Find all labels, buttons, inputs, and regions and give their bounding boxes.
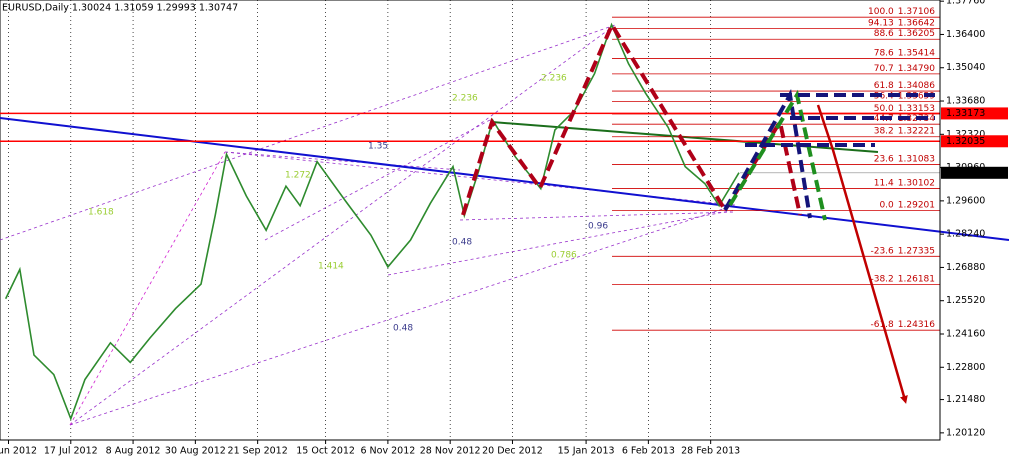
y-tick-label: 1.33680 <box>946 96 985 107</box>
y-tick-label: 1.36400 <box>946 29 985 40</box>
x-tick-label: 15 Jan 2013 <box>558 446 615 457</box>
fib-price: 1.36642 <box>898 18 935 28</box>
fib-percent: 88.6 <box>874 29 894 39</box>
fib-percent: 61.8 <box>874 81 894 91</box>
current-price-label: 1.30747 <box>946 167 985 178</box>
pitchfork-lines <box>0 24 736 426</box>
y-tick-label: 1.24160 <box>946 328 985 339</box>
x-tick-label: 30 Aug 2012 <box>165 446 226 457</box>
price-tag <box>941 107 1008 120</box>
fib-percent: 23.6 <box>874 154 894 164</box>
price-tag <box>941 135 1008 148</box>
fib-label: 88.6 1.36205 <box>874 29 935 39</box>
fib-price: 1.34790 <box>898 63 935 73</box>
current-price-tag <box>941 166 1008 179</box>
x-tick-label: 28 Feb 2013 <box>681 446 740 457</box>
fib-label: 50.0 1.33153 <box>874 103 935 113</box>
y-tick-label: 1.32320 <box>946 129 985 140</box>
price-tag-label: 1.32035 <box>946 136 985 147</box>
x-tick-label: 6 Nov 2012 <box>360 446 415 457</box>
fib-percent: -38.2 <box>870 274 893 284</box>
fib-price: 1.27335 <box>898 246 935 256</box>
fib-price: 1.37106 <box>898 7 935 17</box>
fib-percent: 11.4 <box>874 178 894 188</box>
annotation: 2.236 <box>452 94 478 104</box>
fib-label: 0.0 1.29201 <box>879 200 935 210</box>
grid <box>8 0 712 440</box>
fib-price: 1.29201 <box>898 200 935 210</box>
fib-price: 1.35414 <box>898 48 935 58</box>
fib-percent: 0.0 <box>879 200 894 210</box>
fib-percent: 50.0 <box>874 103 894 113</box>
x-tick-label: 21 Sep 2012 <box>228 446 288 457</box>
fib-label: -61.8 1.24316 <box>870 320 935 330</box>
annotation: 2.236 <box>541 74 567 84</box>
fib-price: 1.33153 <box>898 103 935 113</box>
trend-line <box>0 117 1009 241</box>
price-line-series <box>4 22 740 421</box>
y-tick-label: 1.20120 <box>946 427 985 438</box>
fib-percent: -23.6 <box>870 246 894 256</box>
projection-arrow <box>816 104 908 404</box>
x-tick-label: 20 Dec 2012 <box>482 446 543 457</box>
fib-label: 94.13 1.36642 <box>868 18 935 28</box>
y-tick-label: 1.26880 <box>946 262 985 273</box>
x-tick-label: 25 Jun 2012 <box>0 446 37 457</box>
fib-percent: 56.4 <box>874 91 894 101</box>
fib-label: -38.2 1.26181 <box>870 274 935 284</box>
x-tick-label: 28 Nov 2012 <box>420 446 481 457</box>
annotation: 0.96 <box>588 222 608 232</box>
fib-price: 1.31083 <box>898 154 935 164</box>
y-tick-label: 1.22800 <box>946 362 985 373</box>
x-tick-label: 6 Feb 2013 <box>622 446 675 457</box>
x-tick-label: 17 Jul 2012 <box>44 446 98 457</box>
fib-percent: 70.7 <box>874 63 894 73</box>
fib-price: 1.34086 <box>898 81 935 91</box>
annotation: 1.414 <box>318 262 344 272</box>
series <box>0 22 940 421</box>
fib-price: 1.24316 <box>898 320 935 330</box>
annotation: 1.35 <box>368 142 388 152</box>
fib-label: -23.6 1.27335 <box>870 246 935 256</box>
x-tick-label: 15 Oct 2012 <box>296 446 355 457</box>
fib-price: 1.32221 <box>898 126 935 136</box>
y-tick-label: 1.35040 <box>946 62 985 73</box>
y-tick-label: 1.28240 <box>946 229 985 240</box>
annotation: 0.48 <box>393 324 413 334</box>
y-tick-label: 1.37760 <box>946 0 985 7</box>
fib-price: 1.30102 <box>898 178 935 188</box>
fib-percent: 100.0 <box>868 7 894 17</box>
y-tick-label: 1.21480 <box>946 394 985 405</box>
chart-header: EURUSD,Daily 1.30024 1.31059 1.29993 1.3… <box>2 3 238 14</box>
price-tag-label: 1.33173 <box>946 108 985 119</box>
fib-percent: 38.2 <box>874 126 894 136</box>
fib-label: 70.7 1.34790 <box>874 63 936 73</box>
plot-frame <box>0 0 941 441</box>
annotation: 1.618 <box>88 208 114 218</box>
annotation: 1.272 <box>285 171 311 181</box>
fib-label: 38.2 1.32221 <box>874 126 935 136</box>
fib-percent: 78.6 <box>874 48 894 58</box>
annotation: 0.786 <box>551 251 577 261</box>
y-tick-label: 1.25520 <box>946 295 985 306</box>
fib-label: 100.0 1.37106 <box>868 7 935 17</box>
annotation: 0.48 <box>452 238 472 248</box>
y-tick-label: 1.29600 <box>946 195 985 206</box>
fib-percent: 94.13 <box>868 18 894 28</box>
fib-label: 78.6 1.35414 <box>874 48 936 58</box>
fib-label: 23.6 1.31083 <box>874 154 935 164</box>
fib-price: 1.36205 <box>898 29 935 39</box>
x-tick-label: 8 Aug 2012 <box>106 446 161 457</box>
fib-label: 11.4 1.30102 <box>874 178 935 188</box>
fib-label: 61.8 1.34086 <box>874 81 936 91</box>
harmonic-patterns <box>461 20 935 221</box>
fib-price: 1.26181 <box>898 274 935 284</box>
